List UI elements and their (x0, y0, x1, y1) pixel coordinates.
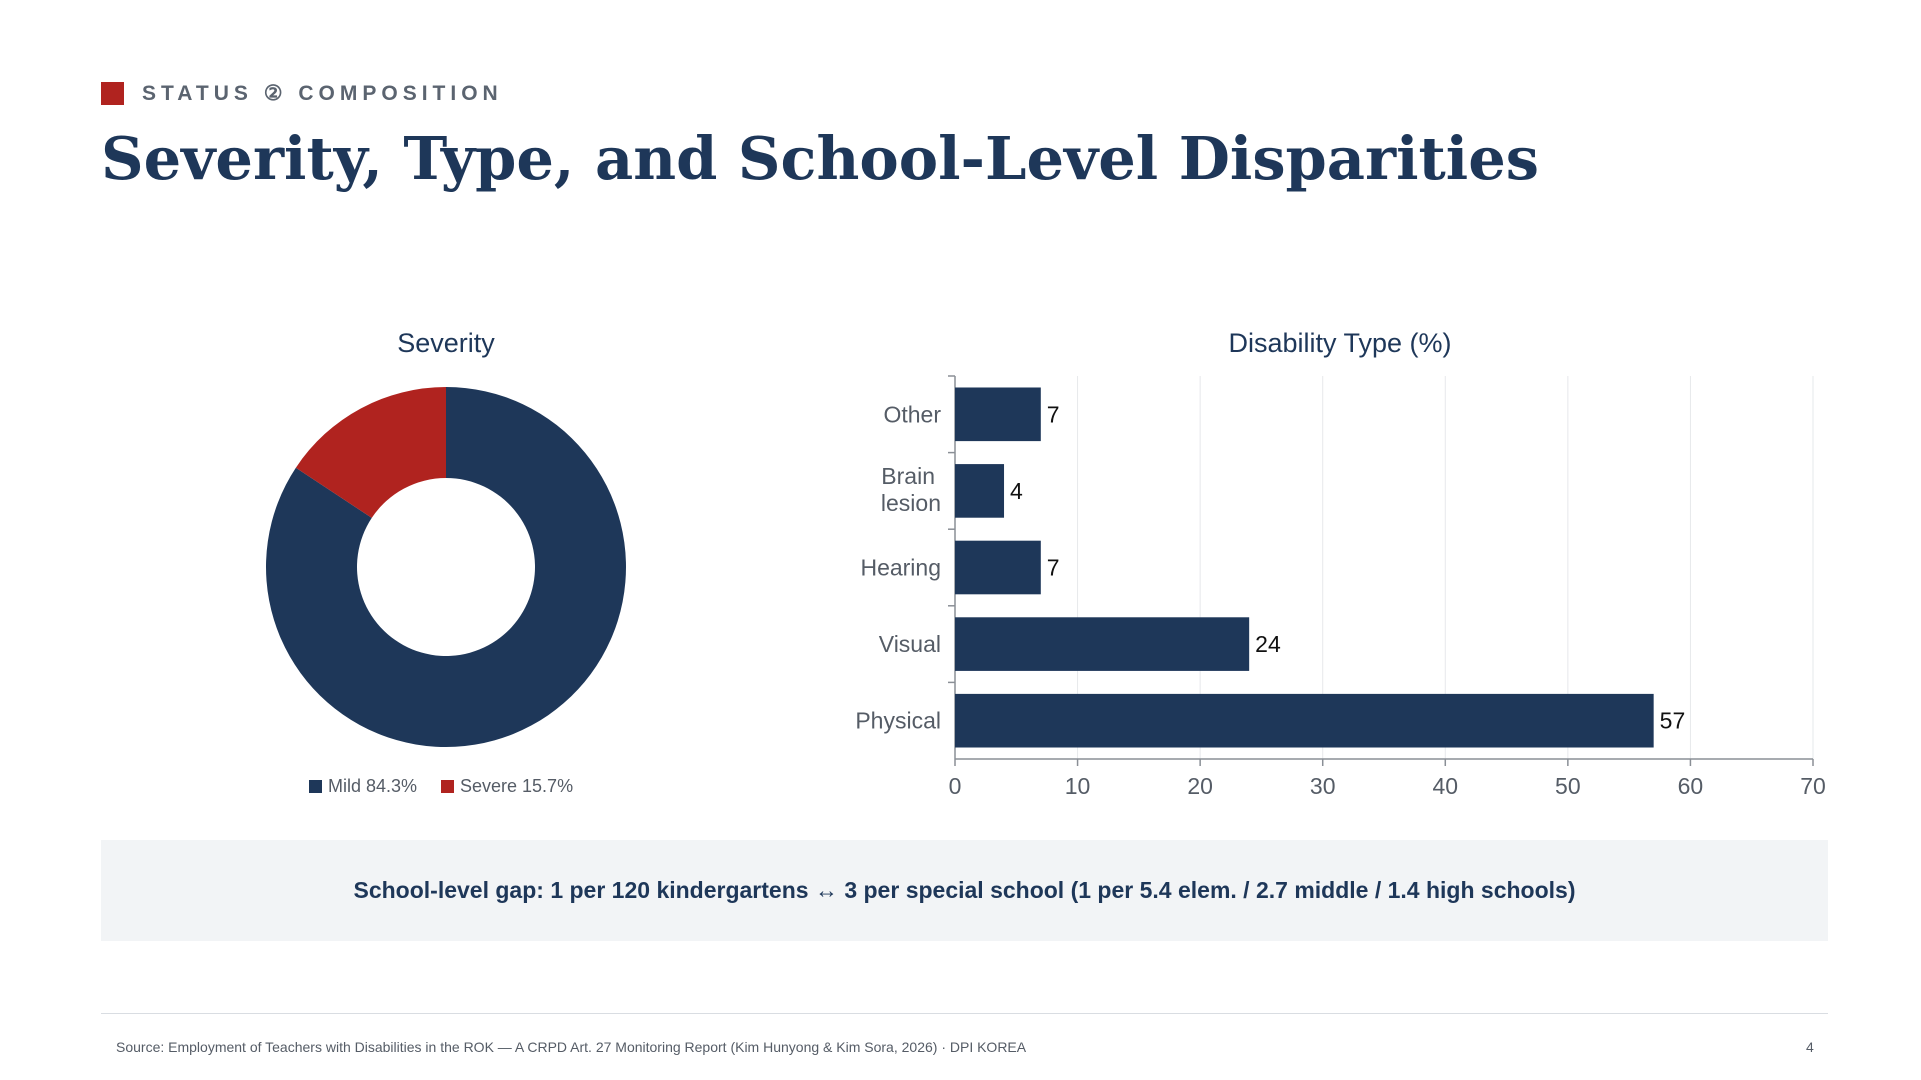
callout-text: School-level gap: 1 per 120 kindergarten… (353, 877, 1576, 903)
donut-slice-mild (265, 387, 626, 747)
severity-donut-chart: Severity Mild 84.3% Severe 15.7% (265, 328, 626, 796)
bar-physical (955, 693, 1654, 748)
x-tick-label: 20 (1187, 773, 1213, 799)
x-tick-label: 50 (1555, 773, 1581, 799)
x-tick-label: 0 (949, 773, 962, 799)
bar-value-label: 24 (1255, 631, 1281, 657)
severity-chart-title: Severity (397, 328, 495, 358)
footer-divider (101, 1013, 1828, 1014)
page-number: 4 (1806, 1039, 1814, 1055)
bar-other (955, 387, 1041, 442)
category-label: Physical (855, 708, 941, 734)
bar-value-label: 7 (1047, 401, 1060, 427)
bar-value-label: 4 (1010, 478, 1023, 504)
donut-slice-severe (295, 387, 446, 518)
x-tick-label: 70 (1800, 773, 1826, 799)
bar-value-label: 7 (1047, 555, 1060, 581)
category-label: Hearing (860, 555, 941, 581)
x-tick-label: 60 (1678, 773, 1704, 799)
category-label: Visual (879, 631, 941, 657)
category-label: Brain lesion (881, 463, 941, 516)
x-tick-label: 30 (1310, 773, 1336, 799)
school-level-callout: School-level gap: 1 per 120 kindergarten… (101, 840, 1828, 941)
x-tick-label: 40 (1432, 773, 1458, 799)
disability-type-bar-chart: Disability Type (%) 0 10 20 30 40 50 60 70 7 Other… (855, 328, 1825, 799)
bar-hearing (955, 540, 1041, 595)
legend-label-severe: Severe 15.7% (460, 776, 573, 796)
bar-visual (955, 617, 1250, 671)
bar-chart-title: Disability Type (%) (1228, 328, 1451, 358)
category-label: Other (883, 401, 941, 427)
section-marker-square (101, 82, 124, 105)
section-label: STATUS ② COMPOSITION (142, 82, 503, 105)
x-tick-label: 10 (1065, 773, 1091, 799)
legend-label-mild: Mild 84.3% (328, 776, 417, 796)
page-title: Severity, Type, and School-Level Dispari… (101, 124, 1539, 193)
bar-brain-lesion (955, 464, 1005, 518)
bar-value-label: 57 (1660, 708, 1686, 734)
section-header: STATUS ② COMPOSITION (101, 81, 503, 106)
legend-swatch-severe (441, 780, 454, 793)
footer-source: Source: Employment of Teachers with Disa… (116, 1039, 1027, 1055)
legend-swatch-mild (309, 780, 322, 793)
